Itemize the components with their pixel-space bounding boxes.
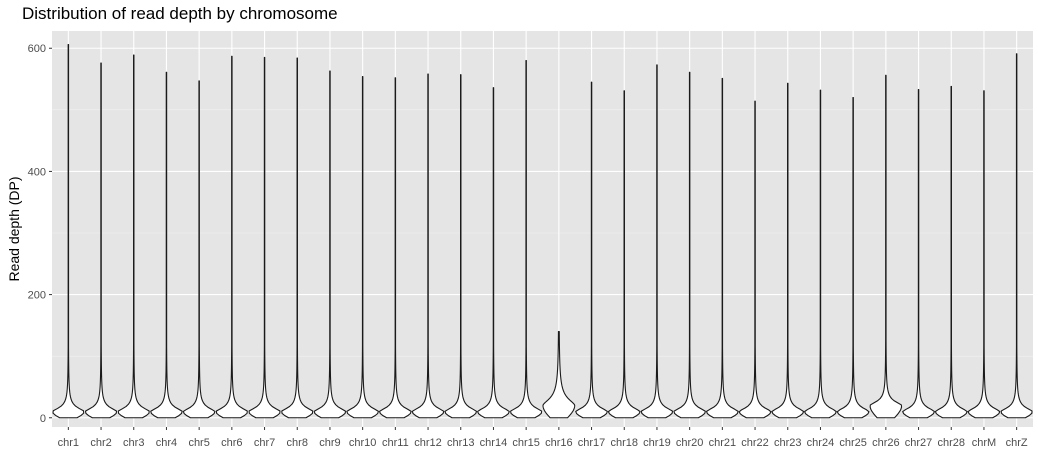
x-tick-label: chr10 [349, 437, 377, 449]
violin-chr15 [510, 60, 543, 419]
violin-chr5 [182, 80, 216, 419]
violin-chr12 [411, 73, 445, 419]
x-tick-label: chr28 [937, 437, 965, 449]
x-tick-label: chr22 [741, 437, 769, 449]
x-tick-label: chr16 [545, 437, 573, 449]
violin-chr25 [836, 96, 870, 419]
x-tick-label: chr6 [221, 437, 242, 449]
y-tick-label: 200 [28, 290, 46, 302]
x-tick-label: chr20 [676, 437, 704, 449]
violin-chr27 [902, 88, 935, 419]
violin-chr22 [738, 100, 772, 419]
violin-chr26 [869, 74, 903, 419]
violin-chr17 [575, 81, 608, 419]
x-tick-label: chrM [972, 437, 996, 449]
x-tick-label: chr7 [254, 437, 275, 449]
violin-chr23 [771, 82, 805, 419]
y-axis: 0 200 400 600 [28, 43, 52, 425]
x-tick-label: chrZ [1006, 437, 1028, 449]
x-tick-label: chr8 [287, 437, 308, 449]
x-tick-label: chr4 [156, 437, 177, 449]
y-tick-label: 400 [28, 166, 46, 178]
x-tick-label: chr21 [709, 437, 737, 449]
x-tick-label: chr23 [774, 437, 802, 449]
x-tick-label: chr17 [578, 437, 606, 449]
x-axis: chr1 chr2 chr3 chr4 chr5 chr6 chr7 chr8 chr9 chr1… [58, 427, 1028, 449]
violin-chr13 [444, 74, 478, 419]
violin-chr3 [117, 54, 150, 419]
x-tick-label: chr12 [414, 437, 442, 449]
x-tick-label: chr3 [123, 437, 144, 449]
y-tick-label: 0 [40, 413, 46, 425]
x-tick-label: chr26 [872, 437, 900, 449]
x-tick-label: chr24 [807, 437, 835, 449]
violin-chr9 [313, 70, 347, 419]
violin-chr28 [934, 85, 968, 419]
violin-chr14 [477, 87, 510, 419]
violin-chr1 [52, 44, 85, 419]
violin-chr6 [215, 55, 248, 419]
violin-chr21 [706, 77, 739, 419]
violin-chr10 [346, 76, 379, 419]
violin-chr4 [150, 71, 183, 419]
x-tick-label: chr1 [58, 437, 79, 449]
x-tick-label: chr19 [643, 437, 671, 449]
x-tick-label: chr13 [447, 437, 475, 449]
violin-chr20 [673, 71, 706, 419]
violin-chr8 [281, 57, 314, 419]
violin-chr18 [607, 90, 641, 419]
x-tick-label: chr9 [319, 437, 340, 449]
chart-title: Distribution of read depth by chromosome [22, 4, 338, 23]
plot-panel [52, 31, 1033, 427]
x-tick-label: chr5 [188, 437, 209, 449]
x-tick-label: chr15 [512, 437, 540, 449]
violin-chr7 [248, 56, 281, 419]
violin-chr2 [84, 62, 118, 419]
y-axis-title: Read depth (DP) [6, 176, 22, 281]
x-tick-label: chr11 [382, 437, 409, 449]
violin-chrZ [1000, 53, 1033, 419]
violins [52, 44, 1033, 419]
violin-chr19 [640, 64, 674, 419]
y-tick-label: 600 [28, 43, 46, 55]
x-tick-label: chr27 [905, 437, 933, 449]
violin-chr11 [379, 77, 412, 419]
violin-chrM [967, 90, 1001, 419]
x-tick-label: chr25 [839, 437, 867, 449]
x-tick-label: chr18 [610, 437, 638, 449]
violin-chr24 [804, 89, 837, 419]
x-tick-label: chr14 [480, 437, 508, 449]
x-tick-label: chr2 [90, 437, 111, 449]
violin-chr16 [542, 330, 576, 419]
